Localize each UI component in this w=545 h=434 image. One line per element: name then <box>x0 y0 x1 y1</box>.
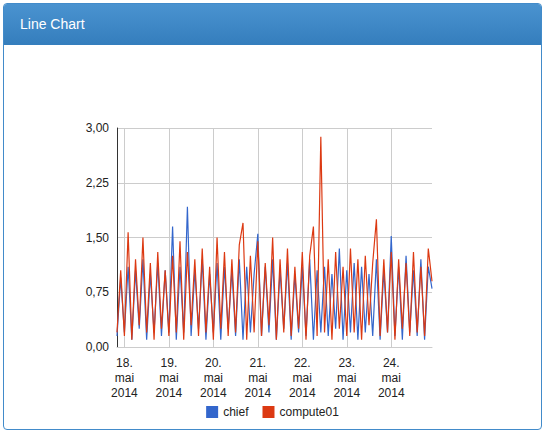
svg-text:2014: 2014 <box>200 386 227 400</box>
svg-text:1,50: 1,50 <box>86 231 110 245</box>
svg-text:19.: 19. <box>161 356 178 370</box>
html-text:Line Chart: Line Chart <box>20 16 85 32</box>
svg-text:3,00: 3,00 <box>86 121 110 135</box>
svg-text:21.: 21. <box>249 356 266 370</box>
svg-text:2014: 2014 <box>156 386 183 400</box>
svg-text:2,25: 2,25 <box>86 176 110 190</box>
svg-text:mai: mai <box>293 371 312 385</box>
svg-text:mai: mai <box>248 371 267 385</box>
svg-text:mai: mai <box>159 371 178 385</box>
svg-text:mai: mai <box>115 371 134 385</box>
svg-text:2014: 2014 <box>378 386 405 400</box>
svg-text:compute01: compute01 <box>279 405 339 419</box>
svg-text:2014: 2014 <box>333 386 360 400</box>
svg-text:24.: 24. <box>383 356 400 370</box>
svg-text:23.: 23. <box>338 356 355 370</box>
svg-text:mai: mai <box>382 371 401 385</box>
svg-text:2014: 2014 <box>244 386 271 400</box>
svg-text:0,75: 0,75 <box>86 285 110 299</box>
svg-text:mai: mai <box>337 371 356 385</box>
svg-text:22.: 22. <box>294 356 311 370</box>
svg-text:mai: mai <box>204 371 223 385</box>
svg-text:0,00: 0,00 <box>86 340 110 354</box>
svg-text:2014: 2014 <box>289 386 316 400</box>
svg-text:2014: 2014 <box>111 386 138 400</box>
svg-text:18.: 18. <box>116 356 133 370</box>
svg-text:20.: 20. <box>205 356 222 370</box>
svg-text:chief: chief <box>223 405 249 419</box>
